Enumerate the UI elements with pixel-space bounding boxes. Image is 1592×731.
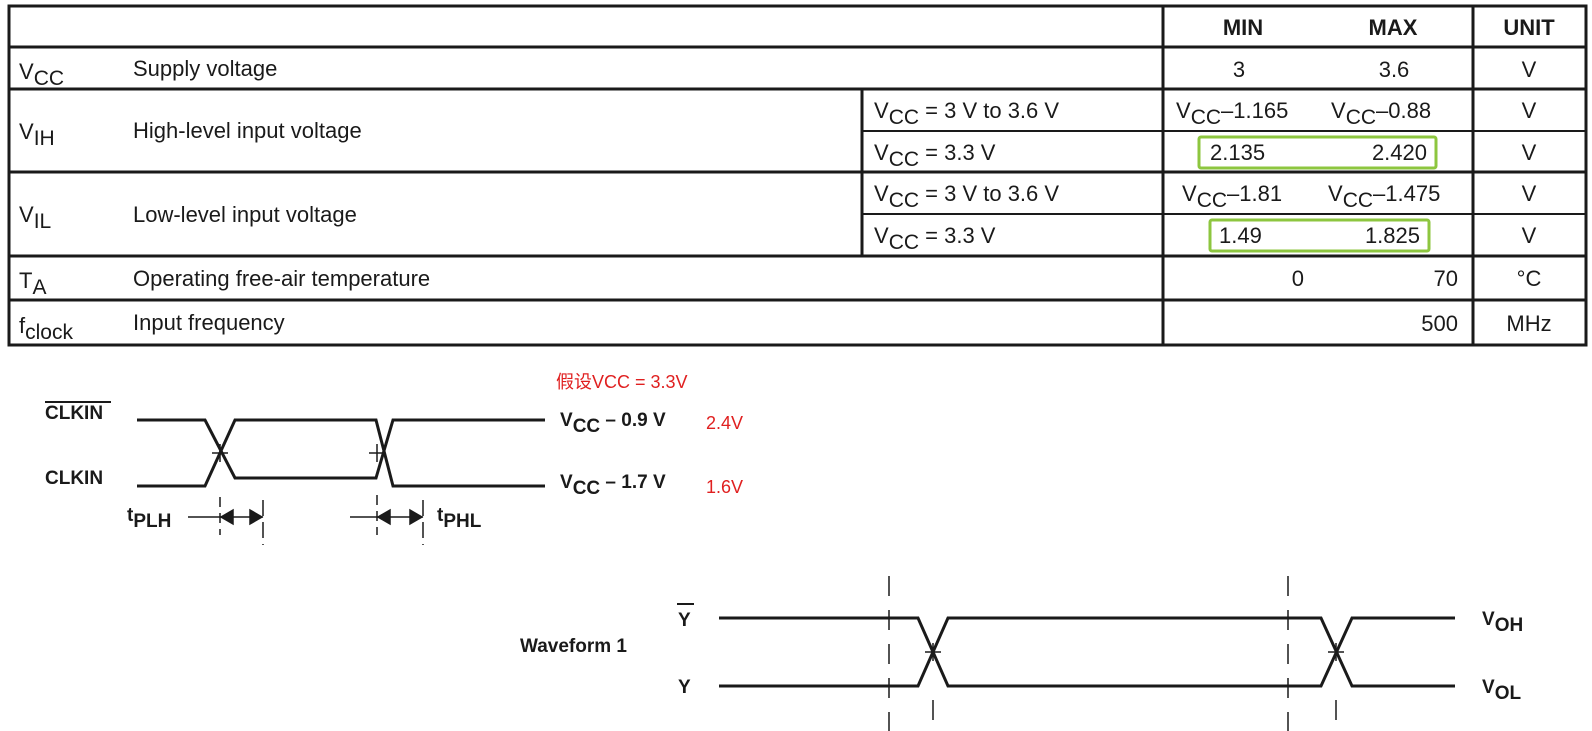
crossing-marks: [925, 643, 1344, 661]
header-max: MAX: [1369, 15, 1418, 40]
param-desc: Low-level input voltage: [133, 202, 357, 227]
y-bar-label: Y: [678, 610, 691, 631]
voh-label: VOH: [1482, 609, 1523, 636]
tplh-label: tPLH: [127, 505, 171, 532]
tphl-label: tPHL: [437, 505, 482, 532]
condition: VCC = 3 V to 3.6 V: [874, 181, 1059, 212]
tphl-marker: [350, 495, 424, 545]
level-high-label: VCC – 0.9 V: [560, 410, 666, 437]
param-symbol-vih: VIH: [19, 119, 55, 150]
param-desc: Supply voltage: [133, 56, 277, 81]
crossing-marks: [212, 444, 385, 462]
param-symbol-fclock: fclock: [19, 313, 73, 344]
header-min: MIN: [1223, 15, 1263, 40]
param-symbol-ta: TA: [19, 268, 46, 299]
header-unit: UNIT: [1503, 15, 1555, 40]
value-max: 2.420: [1372, 140, 1427, 165]
value-unit: V: [1522, 57, 1537, 82]
recommended-operating-conditions-table: MIN MAX UNIT VCC Supply voltage 3 3.6 V …: [7, 4, 1588, 347]
condition: VCC = 3.3 V: [874, 140, 996, 171]
value-unit: V: [1522, 98, 1537, 123]
level-low-annotation: 1.6V: [706, 477, 743, 497]
assumption-note: 假设VCC = 3.3V: [556, 372, 688, 392]
clkin-label: CLKIN: [45, 468, 103, 489]
value-unit: V: [1522, 223, 1537, 248]
param-symbol-vil: VIL: [19, 202, 51, 233]
clkin-bar-label: CLKIN: [45, 403, 103, 424]
value-max: 500: [1421, 311, 1458, 336]
condition: VCC = 3.3 V: [874, 223, 996, 254]
param-desc: Input frequency: [133, 310, 285, 335]
clkin-bar-trace: [137, 418, 545, 480]
value-unit: V: [1522, 140, 1537, 165]
y-bar-trace: [719, 616, 1455, 688]
vol-label: VOL: [1482, 677, 1521, 704]
value-max: VCC–0.88: [1331, 98, 1431, 129]
param-desc: Operating free-air temperature: [133, 266, 430, 291]
value-max: 3.6: [1379, 57, 1410, 82]
value-max: 1.825: [1365, 223, 1420, 248]
condition: VCC = 3 V to 3.6 V: [874, 98, 1059, 129]
level-low-label: VCC – 1.7 V: [560, 472, 666, 499]
value-max: 70: [1434, 266, 1458, 291]
value-min: VCC–1.81: [1182, 181, 1282, 212]
reference-dashes: [888, 576, 1337, 731]
table-grid: [7, 4, 1588, 347]
param-symbol-vcc: VCC: [19, 59, 64, 90]
value-max: VCC–1.475: [1328, 181, 1440, 212]
clkin-trace: [137, 418, 545, 488]
waveform-title: Waveform 1: [520, 636, 627, 657]
tplh-marker: [188, 497, 264, 545]
clk-waveforms: [137, 418, 545, 488]
output-waveform-diagram: Waveform 1 Y Y VOH VOL: [520, 576, 1523, 731]
output-waveforms: [719, 616, 1455, 688]
value-min: 1.49: [1219, 223, 1262, 248]
highlight-box: [1197, 135, 1438, 170]
value-unit: MHz: [1506, 311, 1551, 336]
value-unit: °C: [1517, 266, 1542, 291]
highlight-box: [1208, 218, 1431, 253]
param-desc: High-level input voltage: [133, 118, 362, 143]
level-high-annotation: 2.4V: [706, 413, 743, 433]
value-unit: V: [1522, 181, 1537, 206]
value-min: 3: [1233, 57, 1245, 82]
table-border: [7, 4, 1588, 347]
y-label: Y: [678, 677, 691, 698]
clock-input-timing-diagram: 假设VCC = 3.3V CLKIN CLKIN VCC – 0.9 V 2.4…: [45, 372, 743, 545]
y-trace: [719, 616, 1455, 688]
value-min: VCC–1.165: [1176, 98, 1288, 129]
value-min: 2.135: [1210, 140, 1265, 165]
value-min: 0: [1292, 266, 1304, 291]
